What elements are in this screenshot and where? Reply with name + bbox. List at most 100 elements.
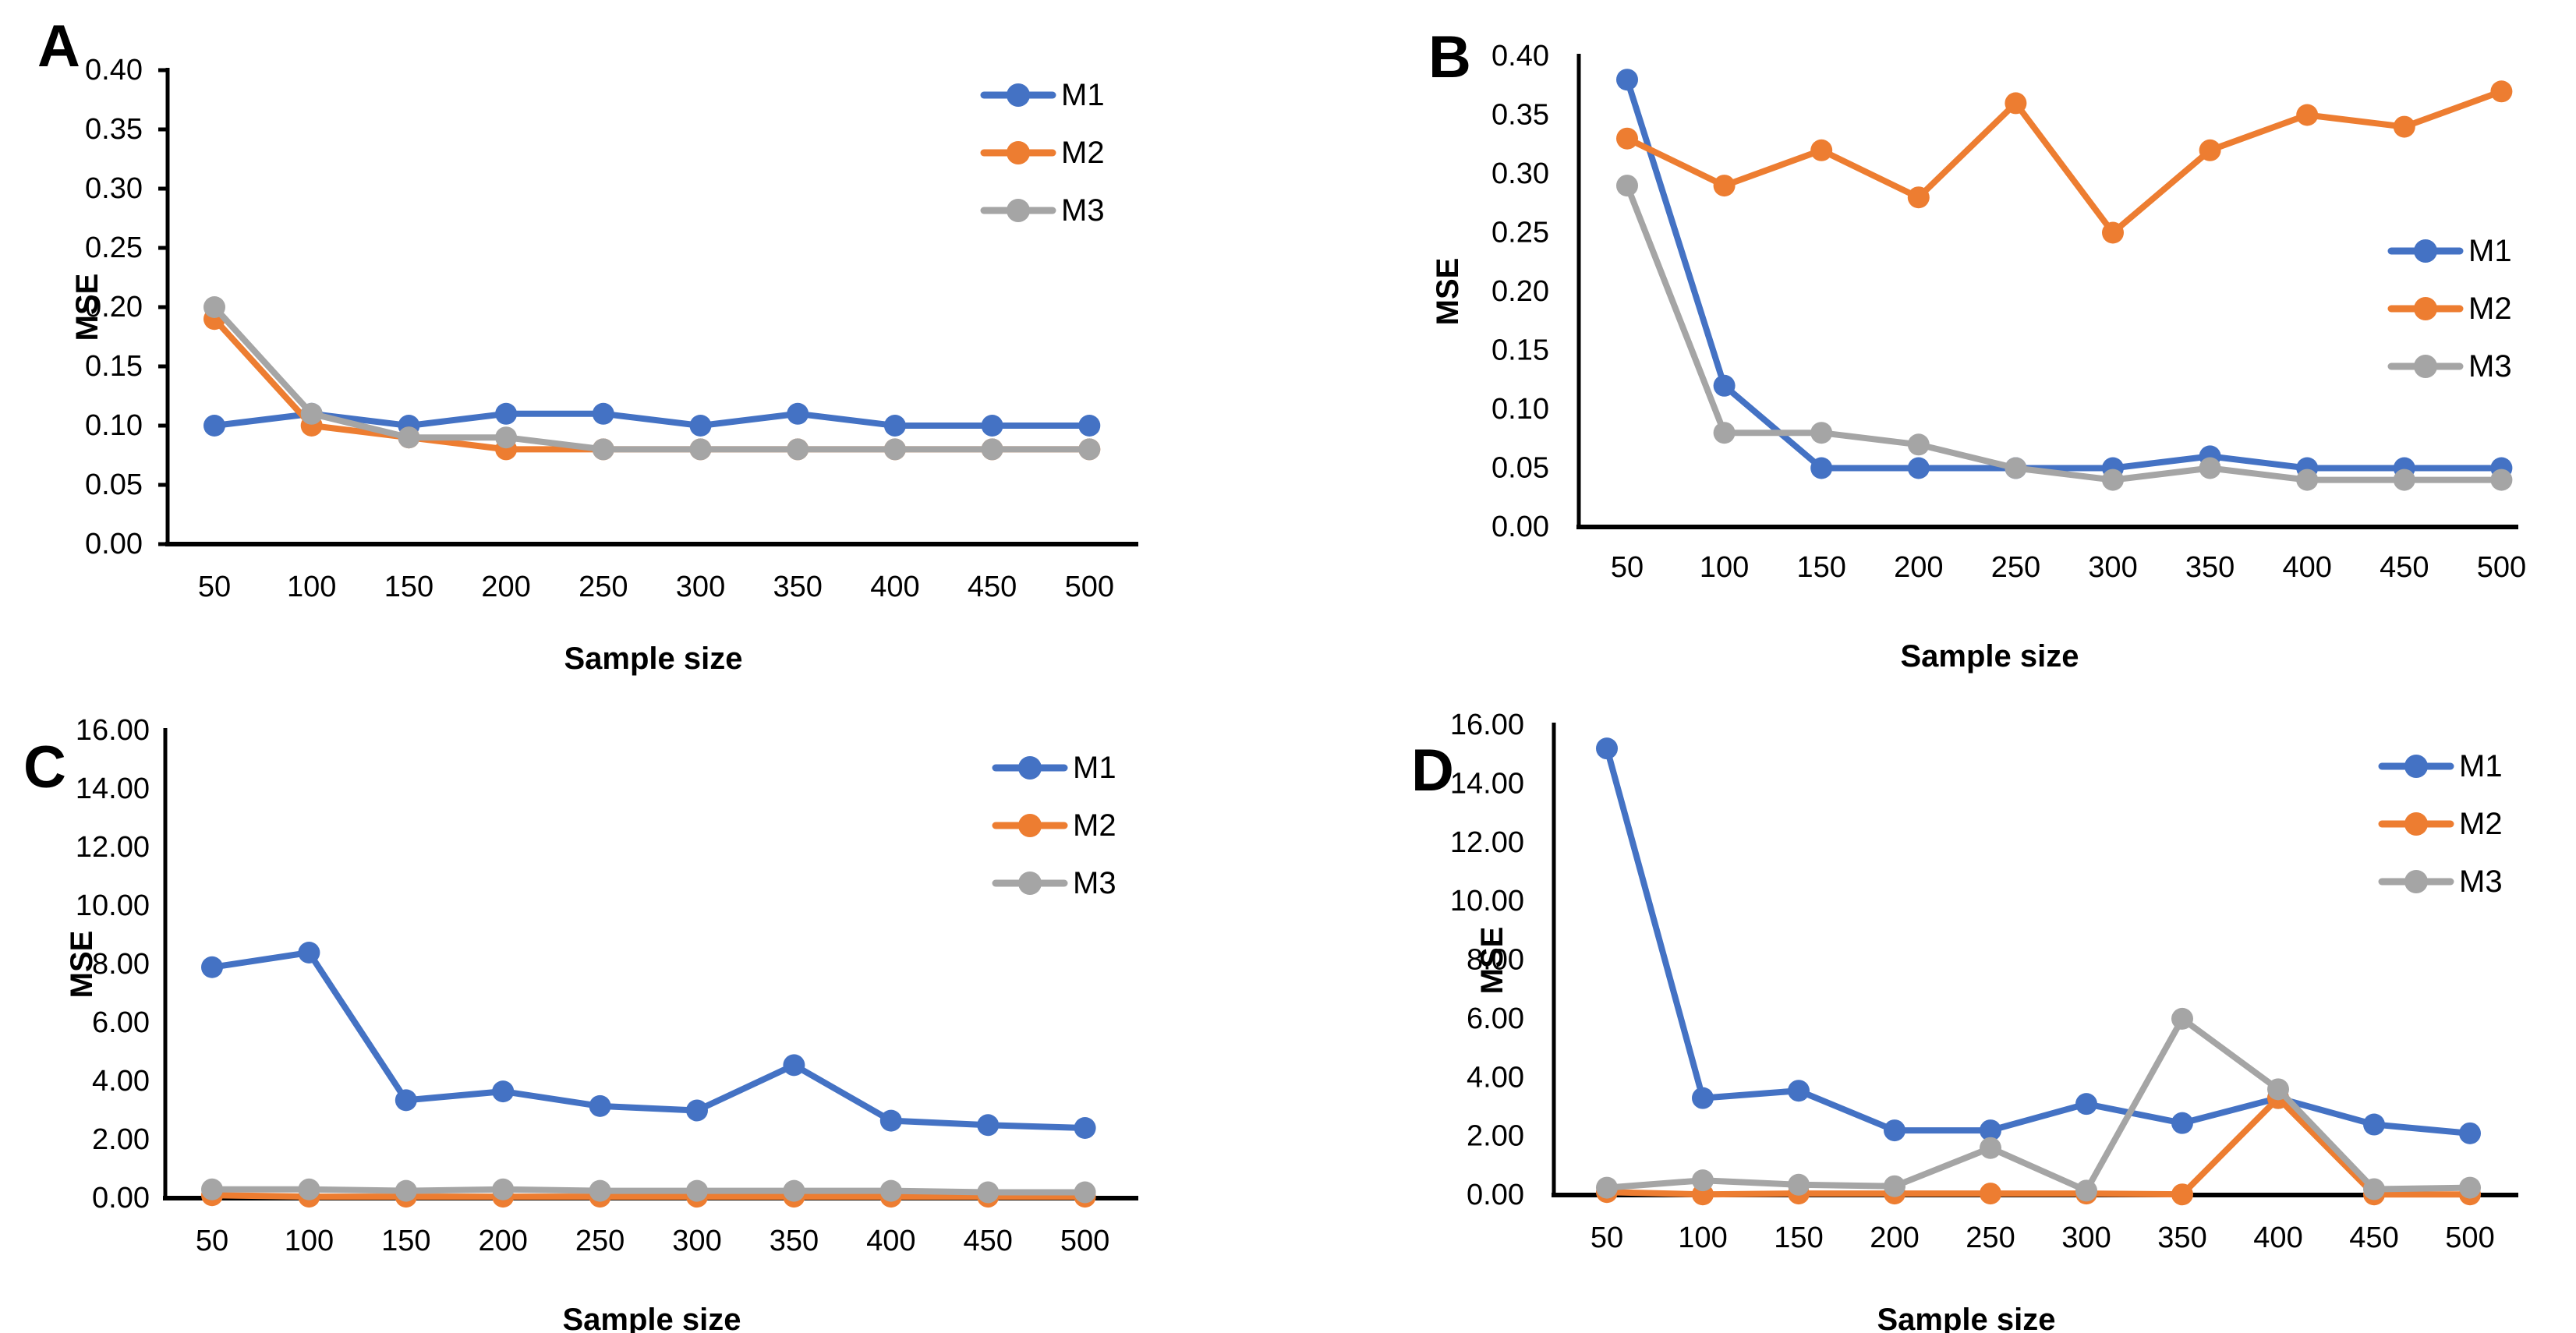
series-M3-marker (2296, 468, 2319, 491)
legend-label-M3: M3 (2459, 865, 2503, 899)
legend-marker-M3 (1018, 872, 1042, 895)
series-M3-marker (1713, 422, 1736, 444)
series-M1-marker (1980, 1119, 2001, 1142)
series-M2-marker (2490, 80, 2513, 103)
series-M3-marker (783, 1179, 805, 1202)
panel-B: 0.00 0.05 0.10 0.15 0.20 0.25 0.30 0.35 0.40 50 10… (1288, 0, 2576, 673)
x-tick-label: 200 (1894, 551, 1943, 584)
x-tick-label: 350 (2157, 1222, 2206, 1254)
series-M1-marker (2075, 1093, 2097, 1116)
x-tick-label: 100 (287, 571, 336, 603)
y-tick-label: 0.00 (92, 1182, 150, 1215)
series-M3-marker (2102, 468, 2124, 491)
y-tick-label: 0.10 (85, 409, 143, 442)
legend-label-M1: M1 (1073, 751, 1116, 785)
y-tick-label: 0.40 (1491, 40, 1549, 72)
chart-B: 0.00 0.05 0.10 0.15 0.20 0.25 0.30 0.35 0.40 50 10… (1491, 40, 2526, 584)
series-M3-marker (2490, 468, 2513, 491)
series-M3 (201, 1178, 1096, 1204)
y-tick-label: 10.00 (76, 889, 150, 922)
series-M3-marker (1078, 438, 1101, 461)
series-M1-marker (1713, 374, 1736, 397)
series-M1-marker (1616, 69, 1638, 91)
x-tick-label: 250 (575, 1225, 625, 1257)
x-axis-title-A: Sample size (564, 642, 743, 676)
x-tick-label: 300 (2061, 1222, 2111, 1254)
series-M3-marker (2393, 468, 2415, 491)
series-M3-marker (2363, 1178, 2385, 1200)
legend-marker-M2 (1018, 814, 1042, 837)
y-tick-label: 10.00 (1450, 885, 1524, 918)
series-M3-marker (201, 1178, 223, 1200)
x-tick-label: 150 (384, 571, 433, 603)
series-M3-line (1624, 182, 2505, 483)
legend-marker-M2 (2404, 812, 2428, 836)
y-tick-label: 6.00 (1467, 1002, 1524, 1035)
legend-label-M2: M2 (1061, 136, 1105, 170)
legend-marker-M3 (1007, 199, 1030, 222)
series-M1-marker (883, 415, 906, 437)
x-tick-label: 150 (381, 1225, 430, 1257)
panel-D: 0.00 2.00 4.00 6.00 8.00 10.00 12.00 14.00 16.00… (1288, 666, 2576, 1333)
y-tick-label: 0.20 (1491, 275, 1549, 308)
series-M1-line (1624, 76, 2505, 472)
x-tick-label: 400 (870, 571, 919, 603)
series-M1-line (209, 949, 1088, 1131)
chart-D: 0.00 2.00 4.00 6.00 8.00 10.00 12.00 14.00 16.00… (1450, 709, 2518, 1254)
series-M1-marker (395, 1089, 417, 1112)
x-tick-label: 300 (672, 1225, 721, 1257)
x-tick-label: 350 (2185, 551, 2235, 584)
y-tick-label: 14.00 (76, 773, 150, 805)
legend-label-M1: M1 (1061, 78, 1105, 112)
y-axis-title-C: MSE (65, 930, 99, 999)
y-axis-title-B: MSE (1431, 257, 1465, 326)
x-tick-label: 300 (2088, 551, 2137, 584)
series-M3-marker (589, 1179, 611, 1202)
y-tick-label: 4.00 (92, 1065, 150, 1098)
x-tick-label: 50 (1591, 1222, 1623, 1254)
x-tick-label: 200 (1870, 1222, 1919, 1254)
series-M1-marker (1907, 457, 1930, 479)
series-M1-marker (495, 402, 518, 425)
series-M1-marker (1074, 1117, 1096, 1139)
x-tick-label: 350 (770, 1225, 819, 1257)
series-M3-marker (689, 438, 712, 461)
series-M3-marker (2171, 1007, 2193, 1030)
x-tick-label: 500 (2477, 551, 2526, 584)
series-M3-marker (1596, 1176, 1618, 1199)
x-axis-title-B: Sample size (1900, 639, 2079, 674)
x-tick-label: 250 (1966, 1222, 2015, 1254)
series-M2 (203, 308, 1101, 461)
x-tick-label: 400 (2253, 1222, 2302, 1254)
series-M3-line (211, 304, 1093, 453)
panel-letter-C: C (23, 734, 66, 801)
series-M2 (1616, 80, 2513, 244)
x-tick-label: 300 (676, 571, 725, 603)
series-M3-marker (981, 438, 1003, 461)
series-M2-marker (1810, 139, 1833, 161)
y-tick-label: 0.00 (1467, 1179, 1524, 1211)
series-M2-marker (1713, 175, 1736, 197)
legend-B: M1 M2 M3 (2387, 234, 2512, 384)
series-M2 (1596, 1087, 2481, 1206)
y-tick-label: 0.35 (1491, 99, 1549, 132)
series-M2-line (1624, 88, 2505, 236)
y-tick-label: 0.30 (85, 172, 143, 205)
series-M3-marker (298, 1178, 320, 1200)
series-M2-line (211, 316, 1093, 453)
y-tick-label: 0.00 (85, 528, 143, 560)
series-M1-marker (783, 1054, 805, 1077)
series-M3-marker (1980, 1137, 2001, 1159)
x-tick-label: 50 (196, 1225, 228, 1257)
y-tick-label: 0.30 (1491, 157, 1549, 190)
y-tick-label: 0.40 (85, 54, 143, 87)
chart-A: 0.00 0.05 0.10 0.15 0.20 0.25 0.30 0.35 0.40 50 10… (85, 54, 1138, 603)
series-M3-marker (495, 426, 518, 449)
series-M2-marker (2171, 1183, 2193, 1206)
series-M3-marker (1074, 1181, 1096, 1204)
x-axis-title-D: Sample size (1877, 1303, 2056, 1333)
series-M3-line (209, 1186, 1088, 1196)
legend-marker-M3 (2404, 870, 2428, 893)
legend-label-M2: M2 (2468, 292, 2512, 326)
